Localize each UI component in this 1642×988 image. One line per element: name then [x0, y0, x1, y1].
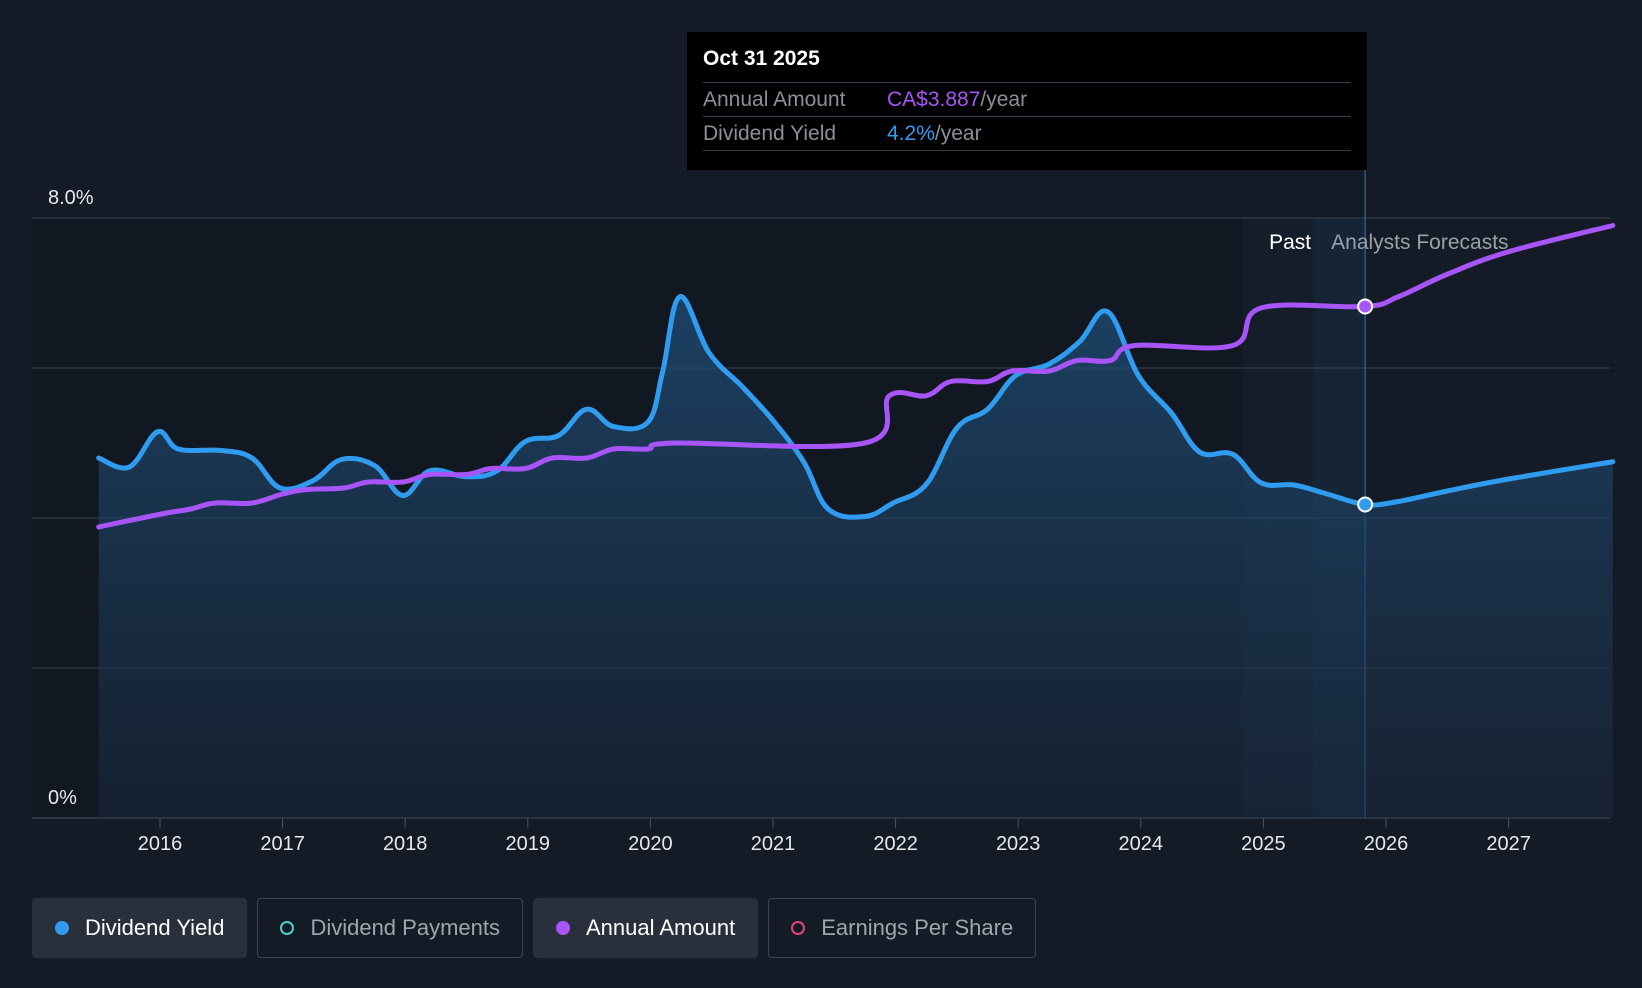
legend-label: Earnings Per Share — [821, 915, 1014, 940]
x-tick-label: 2027 — [1486, 833, 1531, 855]
yield-line — [96, 294, 1616, 520]
past-label: Past — [1269, 231, 1311, 254]
yield-marker — [1357, 496, 1374, 513]
x-tick-label: 2020 — [628, 833, 673, 855]
legend-annual-amount[interactable]: Annual Amount — [532, 898, 759, 958]
x-tick-label: 2022 — [873, 833, 918, 855]
x-tick-label: 2021 — [751, 833, 796, 855]
x-tick-label: 2019 — [506, 833, 551, 855]
legend-dividend-payments[interactable]: Dividend Payments — [257, 898, 523, 958]
tooltip-annual-label: Annual Amount — [703, 88, 846, 111]
annual-line — [96, 223, 1616, 530]
x-tick-label: 2025 — [1241, 833, 1286, 855]
legend: Dividend Yield Dividend Payments Annual … — [32, 898, 1046, 958]
legend-dot-icon — [791, 921, 806, 935]
tooltip-annual-row: Annual Amount CA$3.887 /year — [703, 82, 1351, 116]
x-tick-label: 2017 — [260, 833, 305, 855]
tooltip-yield-label: Dividend Yield — [703, 122, 837, 145]
x-tick-label: 2018 — [383, 833, 428, 855]
legend-dividend-yield[interactable]: Dividend Yield — [32, 898, 248, 958]
legend-label: Annual Amount — [585, 915, 736, 940]
y-tick-label-min: 0% — [48, 787, 77, 809]
x-tick-label: 2024 — [1119, 833, 1164, 855]
forecast-label: Analysts Forecasts — [1331, 231, 1508, 254]
tooltip-date: Oct 31 2025 — [703, 47, 820, 70]
legend-dot-icon — [55, 921, 69, 935]
x-tick-label: 2026 — [1364, 833, 1409, 855]
tooltip-annual-unit: /year — [980, 88, 1028, 111]
y-tick-label-max: 8.0% — [48, 187, 94, 209]
tooltip: Oct 31 2025 Annual Amount CA$3.887 /year… — [687, 32, 1367, 170]
legend-dot-icon — [555, 921, 570, 935]
legend-label: Dividend Yield — [85, 915, 225, 940]
tooltip-yield-row: Dividend Yield 4.2% /year — [703, 116, 1351, 151]
legend-earnings-per-share[interactable]: Earnings Per Share — [768, 898, 1037, 958]
x-tick-label: 2023 — [996, 833, 1041, 855]
legend-label: Dividend Payments — [310, 915, 500, 940]
tooltip-yield-unit: /year — [934, 122, 982, 145]
tooltip-yield-value: 4.2% — [887, 122, 935, 145]
annual-marker — [1357, 298, 1374, 315]
x-tick-label: 2016 — [138, 833, 183, 855]
legend-dot-icon — [280, 921, 295, 935]
yield-area — [98, 296, 1613, 818]
tooltip-annual-value: CA$3.887 — [887, 88, 981, 111]
